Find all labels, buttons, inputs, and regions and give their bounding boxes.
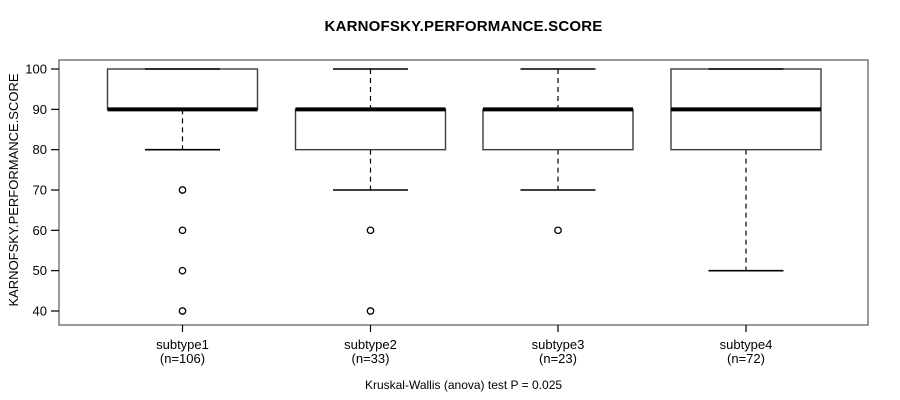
outlier-point: [178, 307, 187, 315]
outlier-point: [178, 266, 187, 275]
x-category-label: subtype4: [720, 337, 773, 352]
x-category-label: subtype1: [156, 337, 209, 352]
x-category-label: subtype3: [532, 337, 585, 352]
x-category-sublabel: (n=106): [160, 351, 205, 366]
y-tick-label: 80: [33, 142, 47, 157]
x-category-sublabel: (n=33): [352, 351, 390, 366]
outlier-point: [366, 307, 375, 315]
y-tick-label: 90: [33, 102, 47, 117]
y-tick-label: 100: [25, 62, 47, 77]
x-category-sublabel: (n=23): [539, 351, 577, 366]
y-tick-label: 50: [33, 263, 47, 278]
y-tick-label: 40: [33, 304, 47, 319]
plot-frame: [58, 59, 869, 326]
x-category-label: subtype2: [344, 337, 397, 352]
box-subtype2: [294, 108, 447, 151]
x-category-sublabel: (n=72): [727, 351, 765, 366]
outlier-point: [178, 226, 187, 235]
outlier-point: [554, 226, 562, 235]
outlier-point: [366, 226, 375, 235]
y-tick-label: 70: [33, 183, 47, 198]
chart-title: KARNOFSKY.PERFORMANCE.SCORE: [324, 18, 603, 35]
stat-test-annotation: Kruskal-Wallis (anova) test P = 0.025: [364, 378, 563, 392]
box-subtype1: [106, 68, 259, 111]
outlier-point: [178, 186, 187, 194]
box-subtype3: [482, 108, 634, 151]
y-tick-label: 60: [33, 223, 47, 238]
